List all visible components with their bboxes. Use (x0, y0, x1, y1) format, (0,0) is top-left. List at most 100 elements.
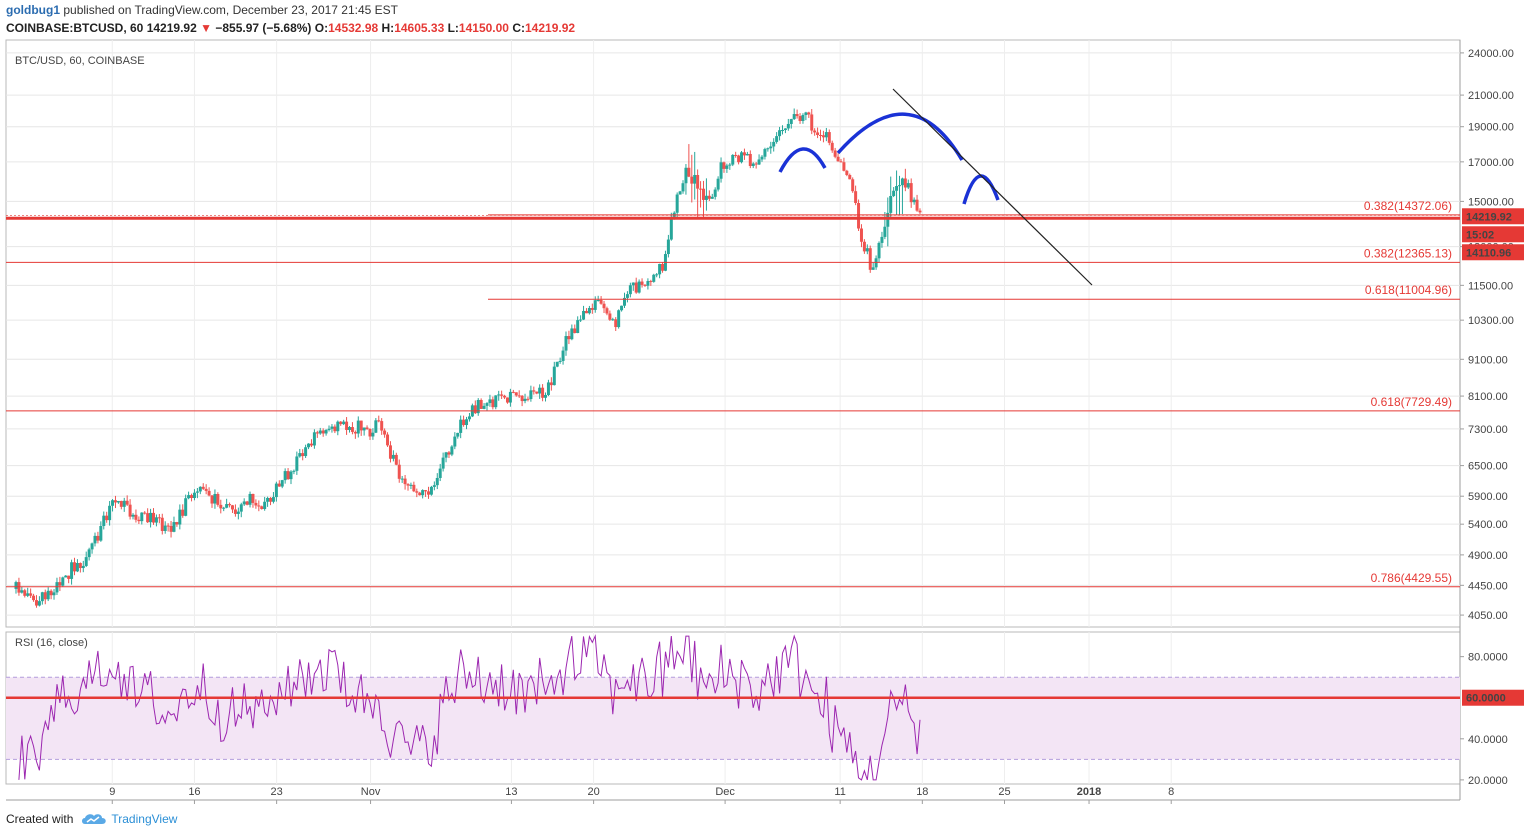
candle-body (456, 432, 460, 437)
candle-body (780, 130, 784, 132)
published-text: published on TradingView.com, December 2… (63, 3, 398, 17)
candle-body (432, 485, 436, 487)
close-label: C: (512, 21, 525, 35)
time-tick-label: 18 (916, 786, 928, 798)
price-tick-label: 10300.00 (1468, 315, 1514, 327)
candle-body (722, 162, 726, 169)
candle-body (898, 185, 902, 187)
candle-body (111, 500, 115, 506)
candle-body (620, 305, 624, 311)
candle-body (783, 128, 787, 131)
candle-body (40, 592, 44, 602)
candle-body (707, 195, 711, 199)
candle-body (239, 504, 243, 512)
candle-body (37, 601, 41, 606)
candle-body (61, 577, 65, 586)
price-tick-label: 24000.00 (1468, 48, 1514, 60)
candle-body (391, 454, 395, 459)
candle-body (304, 447, 308, 457)
candle-body (377, 420, 381, 422)
descending-trendline (892, 88, 1093, 286)
candle-body (20, 590, 24, 593)
candle-body (418, 492, 422, 496)
candle-body (58, 582, 62, 586)
low-label: L: (447, 21, 459, 35)
candle-body (81, 565, 85, 569)
candle-body (73, 562, 77, 572)
time-tick-label: 11 (834, 786, 845, 798)
rsi-level-tag: 60.0000 (1466, 693, 1506, 705)
candle-body (485, 403, 489, 406)
time-tick-label: 2018 (1077, 786, 1101, 798)
candle-body (371, 432, 375, 437)
candle-body (157, 517, 161, 519)
price-change: −855.97 (−5.68%) (215, 21, 312, 35)
candle-body (602, 303, 606, 309)
candle-body (248, 493, 252, 505)
low-value: 14150.00 (458, 21, 509, 35)
candle-body (163, 525, 167, 531)
author-name[interactable]: goldbug1 (6, 3, 60, 17)
candle-body (529, 390, 533, 400)
candle-body (880, 236, 884, 243)
candle-body (336, 421, 340, 432)
price-pane-title: BTC/USD, 60, COINBASE (15, 55, 145, 67)
candle-body (450, 446, 454, 455)
candle-body (169, 525, 173, 532)
candle-body (505, 397, 509, 403)
time-tick-label: Nov (361, 786, 381, 798)
candle-body (424, 490, 428, 492)
candle-body (675, 194, 679, 213)
price-tick-label: 15000.00 (1468, 196, 1514, 208)
candle-body (862, 241, 866, 252)
candle-body (269, 497, 273, 502)
candle-body (245, 501, 249, 505)
head-arc (836, 112, 964, 161)
candle-body (64, 575, 68, 578)
candle-body (830, 142, 834, 151)
candle-body (348, 427, 352, 430)
candle-body (614, 319, 618, 328)
candle-body (175, 522, 179, 525)
candle-body (915, 199, 919, 211)
candle-body (467, 416, 471, 420)
time-tick-label: 16 (188, 786, 200, 798)
countdown-tag-bg (1462, 226, 1524, 243)
candle-body (251, 493, 255, 503)
candle-body (90, 543, 94, 550)
last-price-tag: 14219.92 (1466, 211, 1512, 223)
candle-body (514, 392, 518, 396)
candle-body (462, 419, 466, 426)
candle-body (734, 154, 738, 156)
candle-body (845, 170, 849, 175)
candle-body (201, 486, 205, 489)
candle-body (67, 575, 71, 579)
candle-body (213, 494, 217, 504)
candle-body (160, 517, 164, 531)
tradingview-brand[interactable]: TradingView (111, 812, 178, 826)
candle-body (555, 361, 559, 367)
candle-body (17, 582, 21, 593)
candle-body (119, 500, 123, 507)
last-price: 14219.92 (146, 21, 197, 35)
candle-body (453, 436, 457, 447)
candle-body (535, 391, 539, 394)
candle-body (339, 421, 343, 425)
candle-body (523, 398, 527, 402)
candle-body (909, 183, 913, 203)
candle-body (225, 504, 229, 508)
candle-body (400, 478, 404, 480)
candle-body (643, 284, 647, 286)
candle-body (403, 478, 407, 485)
current-price-tag-bg (1462, 244, 1524, 261)
candle-body (125, 500, 129, 505)
candle-body (190, 495, 194, 499)
candle-body (274, 483, 278, 498)
candle-body (406, 484, 410, 486)
candle-body (140, 512, 144, 522)
candle-body (839, 161, 843, 163)
candle-body (388, 445, 392, 459)
candle-body (233, 509, 237, 514)
candle-body (154, 517, 158, 523)
